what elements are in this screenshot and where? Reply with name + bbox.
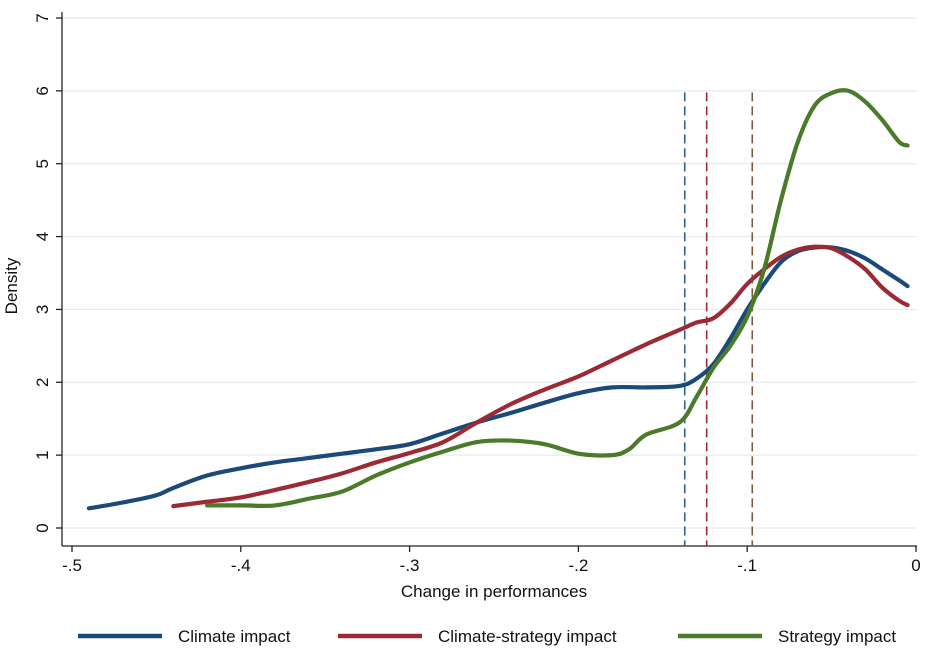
x-tick-label: -.2 xyxy=(568,556,588,575)
y-axis-title: Density xyxy=(2,257,21,314)
x-ticks: -.5 -.4 -.3 -.2 -.1 0 xyxy=(62,546,921,575)
series-line-strategy-impact xyxy=(204,88,910,508)
y-ticks: 0 1 2 3 4 5 6 7 xyxy=(33,13,62,533)
y-tick-label: 7 xyxy=(33,13,52,22)
y-tick-label: 1 xyxy=(33,450,52,459)
series-lines xyxy=(86,88,910,511)
legend-label: Strategy impact xyxy=(778,627,896,646)
axes xyxy=(61,12,917,547)
y-tick-label: 2 xyxy=(33,378,52,387)
gridlines xyxy=(62,17,917,529)
y-tick-label: 0 xyxy=(33,523,52,532)
y-tick-label: 5 xyxy=(33,159,52,168)
x-tick-label: -.5 xyxy=(62,556,82,575)
x-tick-label: 0 xyxy=(911,556,920,575)
series-line-climate-impact xyxy=(86,244,910,511)
series-line-climate-strategy-impact xyxy=(171,244,910,509)
legend-label: Climate-strategy impact xyxy=(438,627,617,646)
x-tick-label: -.4 xyxy=(231,556,251,575)
y-tick-label: 4 xyxy=(33,232,52,241)
y-tick-label: 6 xyxy=(33,86,52,95)
legend-label: Climate impact xyxy=(178,627,291,646)
x-axis-title: Change in performances xyxy=(401,582,587,601)
legend: Climate impact Climate-strategy impact Str… xyxy=(78,627,896,646)
y-tick-label: 3 xyxy=(33,305,52,314)
x-tick-label: -.3 xyxy=(400,556,420,575)
x-tick-label: -.1 xyxy=(737,556,757,575)
